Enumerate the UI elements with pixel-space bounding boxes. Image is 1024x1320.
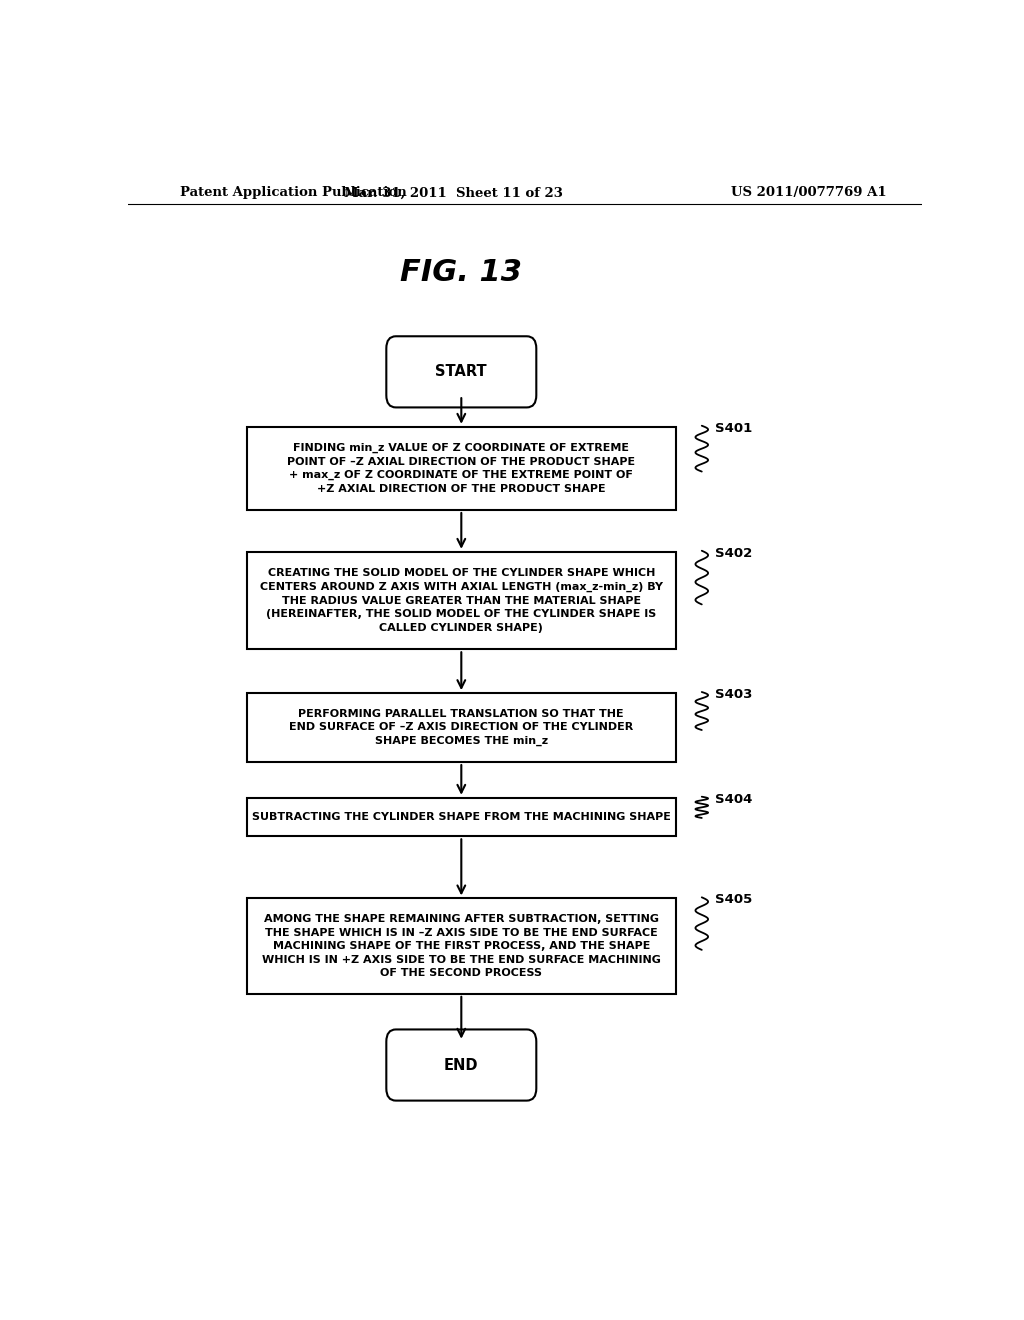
Text: S405: S405	[715, 894, 753, 907]
Text: US 2011/0077769 A1: US 2011/0077769 A1	[731, 186, 887, 199]
Text: S401: S401	[715, 421, 753, 434]
FancyBboxPatch shape	[247, 693, 676, 762]
Text: FIG. 13: FIG. 13	[400, 257, 522, 286]
Text: Mar. 31, 2011  Sheet 11 of 23: Mar. 31, 2011 Sheet 11 of 23	[344, 186, 563, 199]
FancyBboxPatch shape	[386, 337, 537, 408]
Text: CREATING THE SOLID MODEL OF THE CYLINDER SHAPE WHICH
CENTERS AROUND Z AXIS WITH : CREATING THE SOLID MODEL OF THE CYLINDER…	[260, 568, 663, 632]
FancyBboxPatch shape	[247, 552, 676, 649]
Text: S403: S403	[715, 688, 753, 701]
FancyBboxPatch shape	[386, 1030, 537, 1101]
Text: START: START	[435, 364, 487, 379]
Text: S402: S402	[715, 546, 753, 560]
Text: PERFORMING PARALLEL TRANSLATION SO THAT THE
END SURFACE OF –Z AXIS DIRECTION OF : PERFORMING PARALLEL TRANSLATION SO THAT …	[289, 709, 634, 746]
FancyBboxPatch shape	[247, 899, 676, 994]
Text: FINDING min_z VALUE OF Z COORDINATE OF EXTREME
POINT OF –Z AXIAL DIRECTION OF TH: FINDING min_z VALUE OF Z COORDINATE OF E…	[288, 442, 635, 494]
FancyBboxPatch shape	[247, 797, 676, 837]
Text: AMONG THE SHAPE REMAINING AFTER SUBTRACTION, SETTING
THE SHAPE WHICH IS IN –Z AX: AMONG THE SHAPE REMAINING AFTER SUBTRACT…	[262, 913, 660, 978]
FancyBboxPatch shape	[247, 426, 676, 510]
Text: END: END	[444, 1057, 478, 1073]
Text: SUBTRACTING THE CYLINDER SHAPE FROM THE MACHINING SHAPE: SUBTRACTING THE CYLINDER SHAPE FROM THE …	[252, 812, 671, 822]
Text: Patent Application Publication: Patent Application Publication	[179, 186, 407, 199]
Text: S404: S404	[715, 792, 753, 805]
